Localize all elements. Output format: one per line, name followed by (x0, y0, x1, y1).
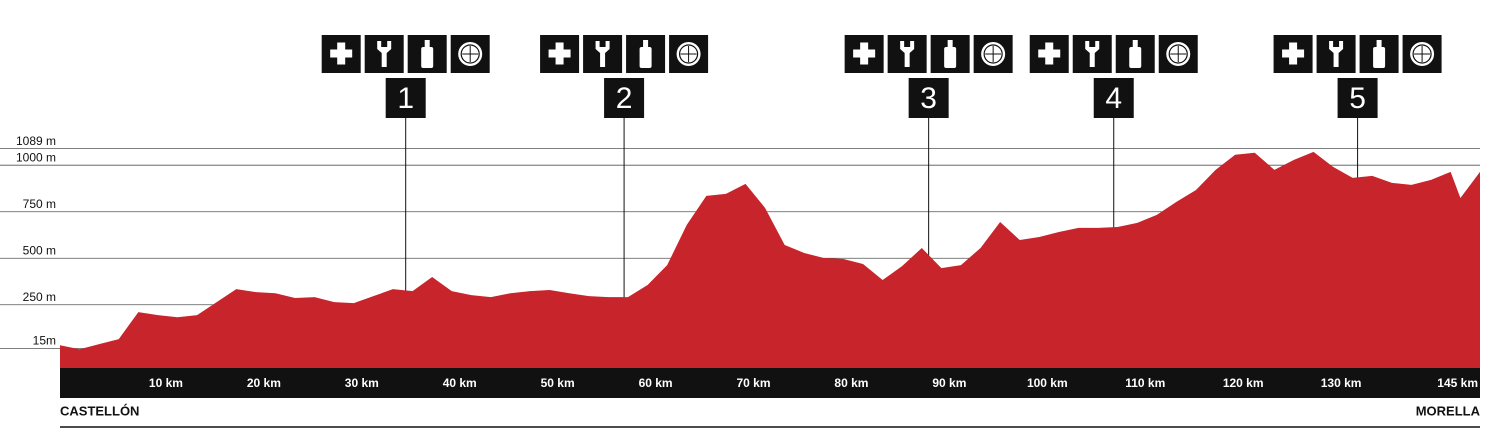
y-tick-label: 250 m (23, 290, 56, 304)
x-tick-label: 110 km (1125, 376, 1165, 390)
icon-fruit (460, 44, 480, 64)
y-tick-label: 15m (33, 334, 56, 348)
station-number: 3 (920, 82, 937, 115)
station-number: 1 (397, 82, 414, 115)
icon-wrench (377, 41, 392, 67)
icon-cross (1289, 42, 1298, 65)
x-tick-label: 120 km (1223, 376, 1264, 390)
station-icons (1273, 35, 1442, 73)
x-tick-label: 70 km (737, 376, 771, 390)
x-tick-label: 40 km (443, 376, 477, 390)
station-box (604, 78, 645, 118)
icon-bottle (643, 40, 649, 48)
station-box (908, 78, 949, 118)
station-icons (844, 35, 1013, 73)
start-label: CASTELLÓN (60, 403, 139, 418)
station-box (1337, 78, 1378, 118)
icon-bottle (947, 40, 953, 48)
icon-bottle (424, 40, 430, 48)
icon-bottle (421, 47, 434, 68)
station-icons (1029, 35, 1198, 73)
x-tick-label: 30 km (345, 376, 379, 390)
y-tick-label: 1089 m (16, 134, 56, 148)
x-tick-label: 50 km (541, 376, 575, 390)
icon-bottle (1129, 47, 1142, 68)
x-tick-label: 80 km (834, 376, 868, 390)
x-tick-label: 20 km (247, 376, 281, 390)
icon-cross (555, 42, 564, 65)
station-box (385, 78, 426, 118)
y-tick-label: 750 m (23, 197, 56, 211)
icon-cross (860, 42, 869, 65)
station-number: 4 (1105, 82, 1122, 115)
elevation-area (60, 151, 1480, 368)
x-tick-label: 60 km (639, 376, 673, 390)
icon-bottle (1376, 40, 1382, 48)
station-box (1093, 78, 1134, 118)
icon-bottle (1132, 40, 1138, 48)
icon-wrench (1329, 41, 1344, 67)
icon-wrench (900, 41, 915, 67)
x-tick-label: 10 km (149, 376, 183, 390)
x-tick-label: 130 km (1321, 376, 1362, 390)
icon-bottle (944, 47, 957, 68)
station-number: 5 (1349, 82, 1366, 115)
icon-fruit (678, 44, 699, 64)
x-tick-label: 145 km (1437, 376, 1478, 390)
icon-cross (337, 42, 346, 65)
y-tick-label: 500 m (23, 243, 56, 257)
icon-fruit (1168, 44, 1188, 64)
icon-bottle (1373, 47, 1386, 68)
end-label: MORELLA (1416, 403, 1481, 418)
icon-cross (1045, 42, 1054, 65)
icon-wrench (595, 41, 610, 67)
icon-fruit (1412, 44, 1432, 64)
y-tick-label: 1000 m (16, 150, 56, 164)
x-tick-label: 100 km (1027, 376, 1068, 390)
icon-wrench (1085, 41, 1100, 67)
icon-bottle (639, 47, 652, 68)
station-icons (321, 35, 490, 73)
station-number: 2 (616, 82, 633, 115)
x-tick-label: 90 km (932, 376, 966, 390)
station-icons (540, 35, 709, 73)
x-axis-bar (60, 368, 1480, 398)
icon-fruit (983, 44, 1003, 64)
